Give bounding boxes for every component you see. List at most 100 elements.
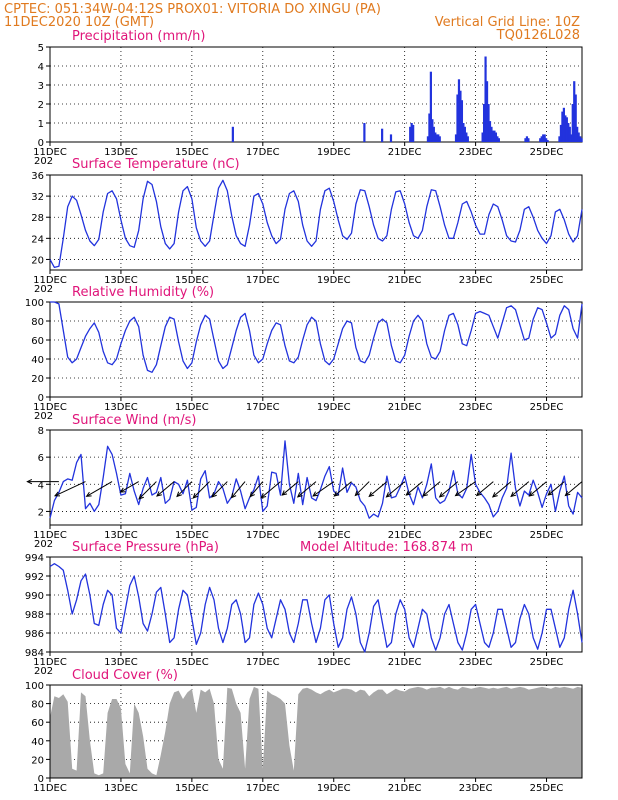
wind-arrow-head <box>333 491 340 497</box>
precip-bar <box>437 134 440 142</box>
wind-arrow-head <box>138 494 144 500</box>
x-tick-label: 19DEC <box>317 530 351 541</box>
plot-frame <box>49 174 583 271</box>
wind-arrow-head <box>281 490 288 496</box>
precip-bar <box>497 138 500 142</box>
precip-bar <box>571 104 574 142</box>
wind-arrow-head <box>438 492 445 498</box>
precip-bar <box>465 132 468 142</box>
y-tick-label: 2 <box>38 507 44 518</box>
x-tick-label: 19DEC <box>317 402 351 413</box>
wind-arrow-head <box>564 490 571 497</box>
header-grid-line: Vertical Grid Line: 10Z <box>435 15 580 30</box>
wind-arrow-shaft <box>333 481 352 497</box>
y-tick-label: 0 <box>38 774 44 785</box>
precip-bar <box>438 136 441 142</box>
precip-bar <box>428 113 431 142</box>
precip-bar <box>580 138 583 142</box>
precip-bar <box>564 115 567 142</box>
wind-arrow-shaft <box>297 481 317 498</box>
wind-arrow-head <box>422 491 428 497</box>
x-tick-label: 17DEC <box>246 147 280 158</box>
precip-bar <box>434 132 437 142</box>
x-tick-label: 15DEC <box>175 530 209 541</box>
precip-bar <box>431 119 434 142</box>
x-tick-label: 15DEC <box>175 147 209 158</box>
x-tick-label: 25DEC <box>530 530 564 541</box>
wind-arrow-shaft <box>120 481 139 493</box>
x-tick-label: 15DEC <box>175 402 209 413</box>
x-tick-label: 23DEC <box>459 275 493 286</box>
y-tick-label: 3 <box>38 81 44 92</box>
x-tick-label: 11DEC <box>33 783 67 794</box>
x-tick-label: 25DEC <box>530 657 564 668</box>
wind-arrow <box>53 481 86 497</box>
wind-arrow <box>249 481 264 498</box>
x-tick-label: 21DEC <box>388 783 422 794</box>
precip-bar <box>482 104 486 142</box>
precip-bar <box>525 136 529 142</box>
wind-arrow <box>176 481 193 498</box>
precip-bar <box>577 132 580 142</box>
precip-bar <box>559 124 563 142</box>
header-model-id: TQ0126L028 <box>496 28 580 43</box>
x-tick-label: 13DEC <box>104 530 138 541</box>
wind-arrow-shaft <box>54 481 86 497</box>
cloud-cover-title: Cloud Cover (%) <box>72 668 178 683</box>
x-tick-label: 13DEC <box>104 275 138 286</box>
precip-bar <box>484 56 487 142</box>
precip-bar <box>579 136 582 142</box>
wind-arrow <box>281 481 299 496</box>
y-tick-label: 0 <box>38 138 44 149</box>
x-tick-label: 25DEC <box>530 783 564 794</box>
rh-series-line <box>50 301 583 373</box>
y-tick-label: 992 <box>25 572 44 583</box>
wind-arrow-head <box>475 490 482 497</box>
y-tick-label: 5 <box>38 43 44 54</box>
x-tick-label: 13DEC <box>104 657 138 668</box>
wind-arrow-shaft <box>510 481 530 497</box>
wind-arrow <box>296 481 317 498</box>
y-tick-label: 6 <box>38 453 44 464</box>
x-tick-label: 13DEC <box>104 147 138 158</box>
wind-arrow-head <box>53 491 61 497</box>
x-tick-label: 11DEC <box>33 147 67 158</box>
precip-bar <box>429 71 432 142</box>
x-tick-label: 25DEC <box>530 402 564 413</box>
precip-bar <box>576 126 579 142</box>
wind-arrow-shaft <box>405 481 423 496</box>
wind-arrow <box>547 481 565 496</box>
precip-bar <box>462 123 465 142</box>
x-tick-label: 15DEC <box>175 275 209 286</box>
wind-arrow <box>438 481 459 498</box>
precip-bar <box>363 123 366 142</box>
precip-bar <box>457 79 461 142</box>
plot-frame <box>49 301 583 398</box>
header: CPTEC: 051:34W-04:12S PROX01: VITORIA DO… <box>4 2 580 43</box>
precip-bar <box>487 104 490 142</box>
temperature-title: Surface Temperature (nC) <box>72 157 240 172</box>
precip-bar <box>546 140 549 142</box>
precip-bar <box>454 134 458 142</box>
y-tick-label: 0 <box>38 393 44 404</box>
wind-panel: Surface Wind (m/s) 2 4 6 8 11DEC 13DEC 15DEC 17… <box>26 413 583 550</box>
wind-arrow <box>312 481 335 497</box>
wind-arrow-head <box>211 492 217 498</box>
y-tick-label: 100 <box>25 298 44 309</box>
x-tick-label: 17DEC <box>246 275 280 286</box>
wind-arrow <box>260 481 281 499</box>
precip-bar <box>463 126 466 142</box>
x-tick-label: 19DEC <box>317 657 351 668</box>
y-tick-label: 28 <box>31 213 44 224</box>
cloud-cover-area <box>50 686 582 778</box>
wind-arrow-head <box>176 491 182 498</box>
humidity-title: Relative Humidity (%) <box>72 285 214 300</box>
wind-arrow-shaft <box>492 481 512 498</box>
wind-arrow-head <box>119 487 126 493</box>
x-tick-label: 21DEC <box>388 402 422 413</box>
x-tick-label: 23DEC <box>459 783 493 794</box>
y-tick-label: 100 <box>25 681 44 692</box>
wind-arrow-head <box>192 493 199 499</box>
precip-bar <box>459 90 462 142</box>
precip-bar <box>488 121 492 142</box>
